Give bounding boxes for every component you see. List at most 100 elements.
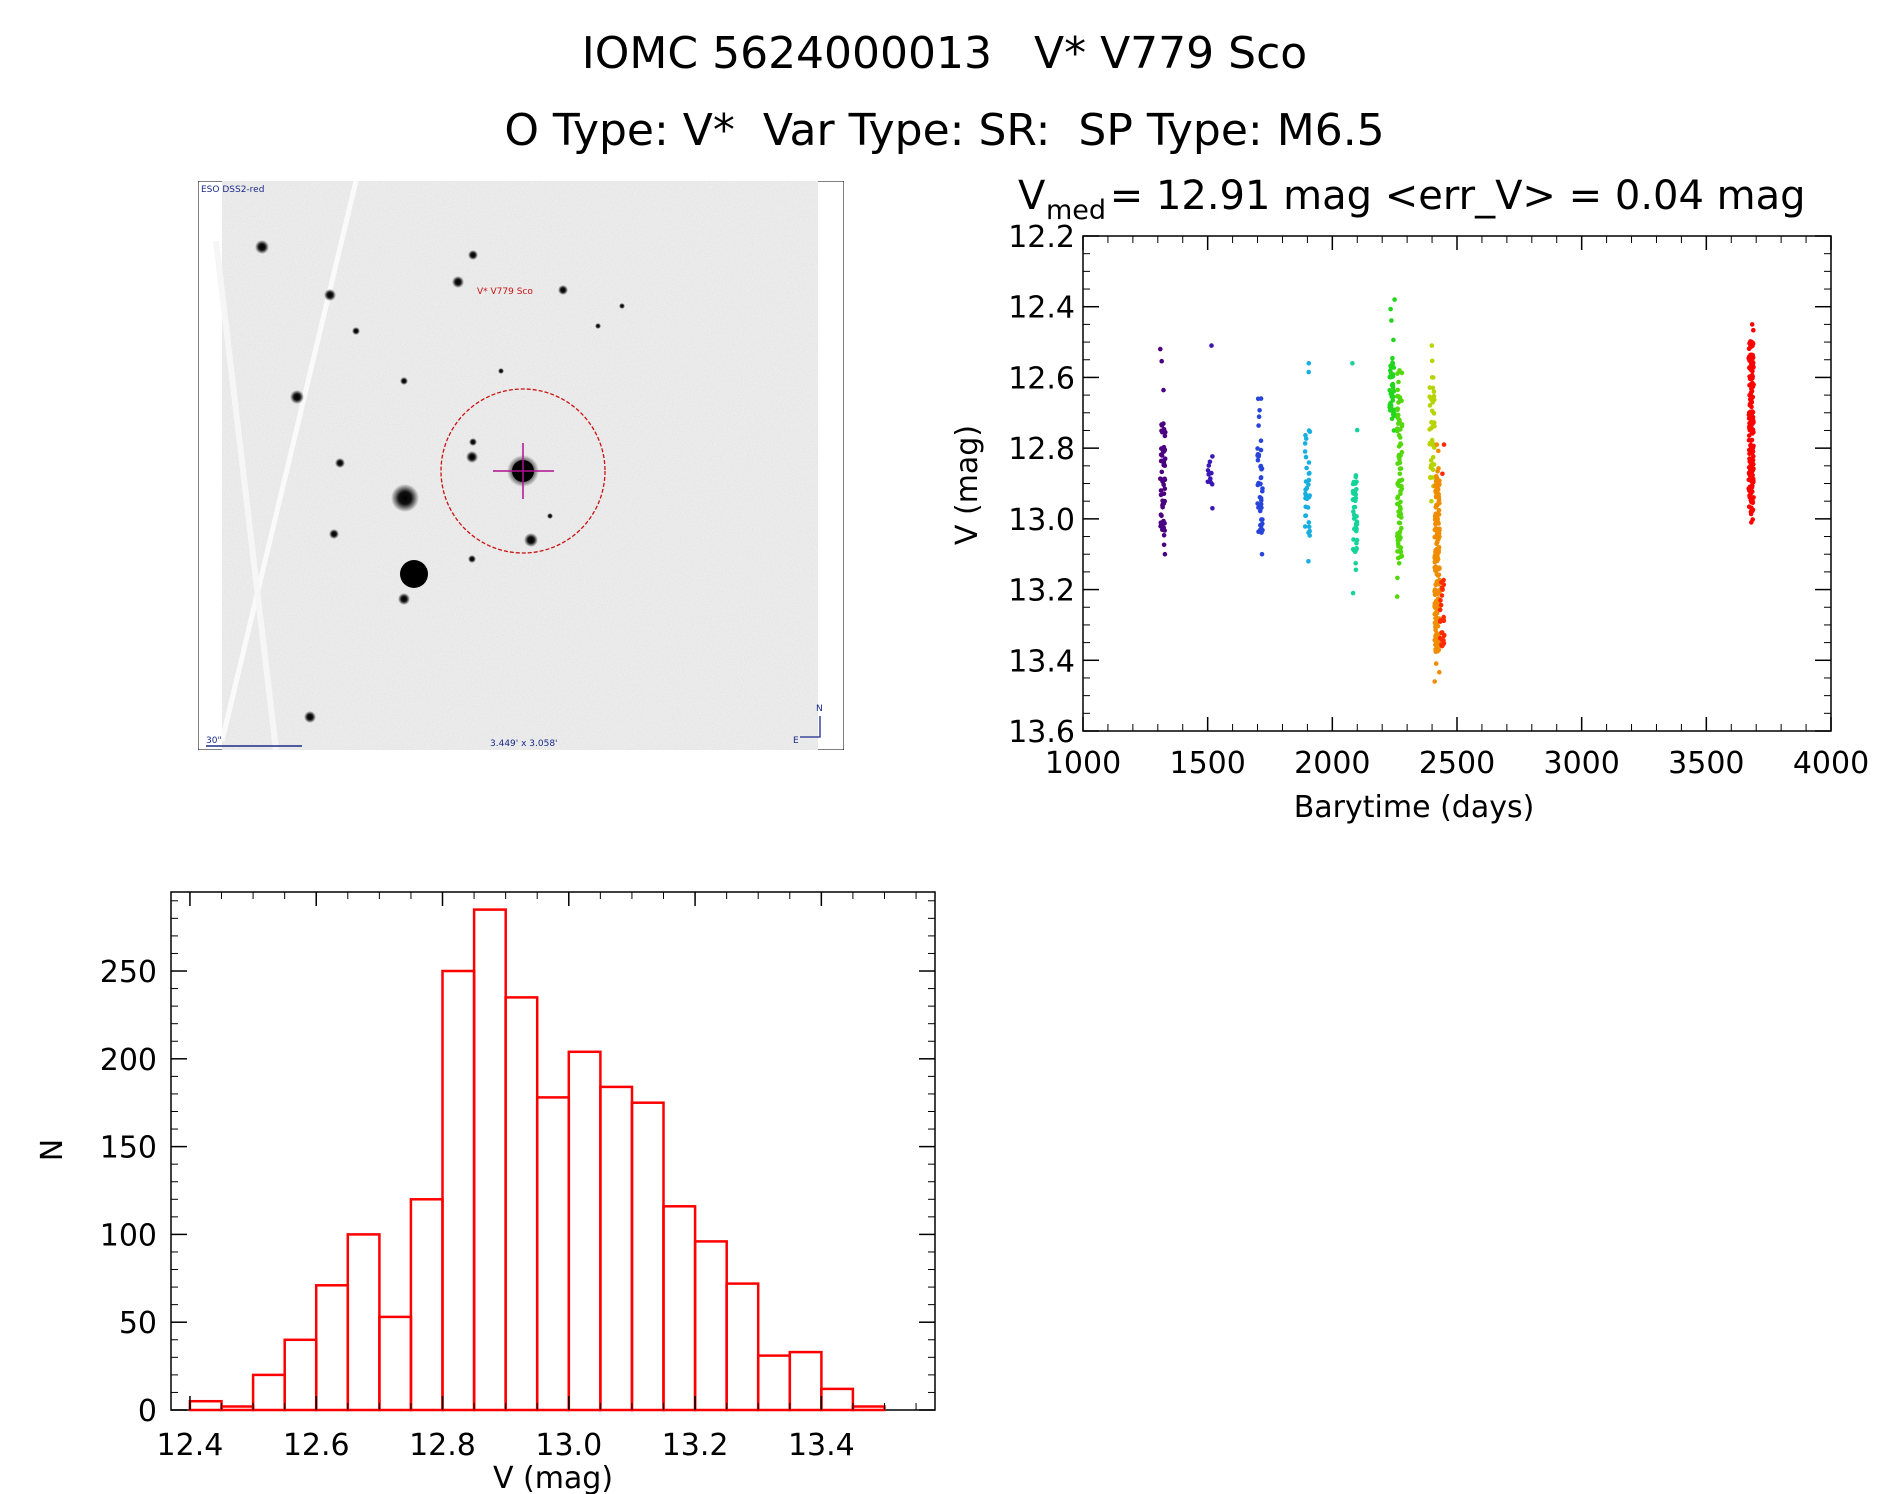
sky-finder-image: ESO DSS2-red V* V779 Sco 30" 3.449' x 3.… xyxy=(198,181,844,750)
data-point xyxy=(1437,566,1442,571)
data-point xyxy=(1433,634,1438,639)
data-point xyxy=(1353,567,1359,573)
histogram-bar xyxy=(441,969,476,1412)
data-point xyxy=(1434,442,1440,447)
data-point xyxy=(1391,412,1396,417)
star xyxy=(524,533,538,547)
data-point xyxy=(1429,358,1435,364)
star xyxy=(290,390,304,404)
data-point xyxy=(1749,425,1754,430)
histogram-bar xyxy=(535,1096,571,1412)
data-point xyxy=(1258,481,1263,487)
data-point xyxy=(1432,592,1438,597)
data-point xyxy=(1432,679,1437,684)
data-point xyxy=(1258,522,1263,528)
star xyxy=(498,368,504,374)
data-point xyxy=(1437,500,1442,506)
data-point xyxy=(1307,493,1312,498)
data-point xyxy=(1749,471,1754,477)
star xyxy=(595,323,601,329)
data-point xyxy=(1397,456,1402,462)
data-point xyxy=(1161,387,1166,393)
data-point xyxy=(1751,453,1756,459)
histogram-bar xyxy=(251,1373,286,1412)
data-point xyxy=(1434,643,1439,649)
x-tick-label: 3500 xyxy=(1668,746,1744,781)
data-point xyxy=(1210,506,1215,511)
x-tick-label: 2000 xyxy=(1294,746,1370,781)
data-point xyxy=(1162,456,1168,462)
data-point xyxy=(1259,530,1264,535)
x-tick-label: 4000 xyxy=(1793,746,1869,781)
data-point xyxy=(1746,346,1752,352)
data-point xyxy=(1747,365,1752,370)
data-point xyxy=(1256,423,1261,428)
histogram-bar xyxy=(662,1205,697,1412)
x-tick-label: 12.4 xyxy=(157,1428,224,1463)
data-point xyxy=(1387,388,1392,393)
star xyxy=(400,377,408,385)
data-point xyxy=(1158,488,1164,493)
data-point xyxy=(1439,585,1445,591)
data-point xyxy=(1441,618,1447,624)
data-point xyxy=(1161,421,1166,426)
target-circle xyxy=(440,388,606,554)
data-point xyxy=(1430,454,1436,460)
data-point xyxy=(1396,513,1402,519)
histogram-y-axis-label: N xyxy=(35,1139,70,1161)
data-point xyxy=(1750,421,1755,427)
data-point xyxy=(1750,508,1755,513)
data-point xyxy=(1437,534,1442,540)
data-point xyxy=(1747,374,1752,379)
y-tick-label: 50 xyxy=(119,1306,157,1341)
data-point xyxy=(1429,498,1434,504)
data-point xyxy=(1433,505,1439,510)
data-point xyxy=(1430,461,1436,467)
data-point xyxy=(1749,483,1754,489)
data-point xyxy=(1431,393,1437,399)
data-point xyxy=(1302,441,1308,446)
star xyxy=(468,555,476,563)
data-point xyxy=(1207,459,1213,465)
page-title: IOMC 5624000013 V* V779 Sco xyxy=(581,28,1308,79)
data-point xyxy=(1435,491,1441,497)
data-point xyxy=(1160,477,1166,483)
satellite-trail xyxy=(219,181,359,742)
histogram-x-axis-label: V (mag) xyxy=(493,1461,613,1494)
data-point xyxy=(1749,498,1755,504)
y-tick-label: 13.6 xyxy=(1008,715,1075,750)
star xyxy=(352,327,360,335)
data-point xyxy=(1354,487,1359,492)
data-point xyxy=(1439,630,1445,635)
histogram-bar xyxy=(472,908,507,1412)
data-point xyxy=(1388,306,1393,312)
data-point xyxy=(1388,400,1393,406)
data-point xyxy=(1748,467,1753,473)
data-point xyxy=(1305,505,1311,510)
data-point xyxy=(1160,503,1165,508)
data-point xyxy=(1159,428,1164,434)
data-point xyxy=(1306,520,1312,525)
data-point xyxy=(1389,318,1394,323)
star xyxy=(304,711,316,723)
x-tick-label: 13.2 xyxy=(662,1428,729,1463)
data-point xyxy=(1259,517,1264,522)
data-point xyxy=(1397,520,1403,526)
data-point xyxy=(1429,419,1434,425)
data-point xyxy=(1159,453,1165,458)
data-point xyxy=(1206,463,1212,468)
data-point xyxy=(1260,488,1265,494)
data-point xyxy=(1750,517,1755,522)
data-point xyxy=(1306,477,1312,483)
histogram-bar xyxy=(188,1399,223,1412)
data-point xyxy=(1436,448,1441,454)
scale-label: 30" xyxy=(206,736,222,746)
x-tick-label: 12.6 xyxy=(283,1428,350,1463)
data-point xyxy=(1351,509,1356,514)
data-point xyxy=(1435,469,1440,474)
data-point xyxy=(1399,398,1404,404)
data-point xyxy=(1255,396,1261,402)
data-point xyxy=(1395,495,1400,501)
data-point xyxy=(1208,479,1213,485)
data-point xyxy=(1395,482,1401,487)
